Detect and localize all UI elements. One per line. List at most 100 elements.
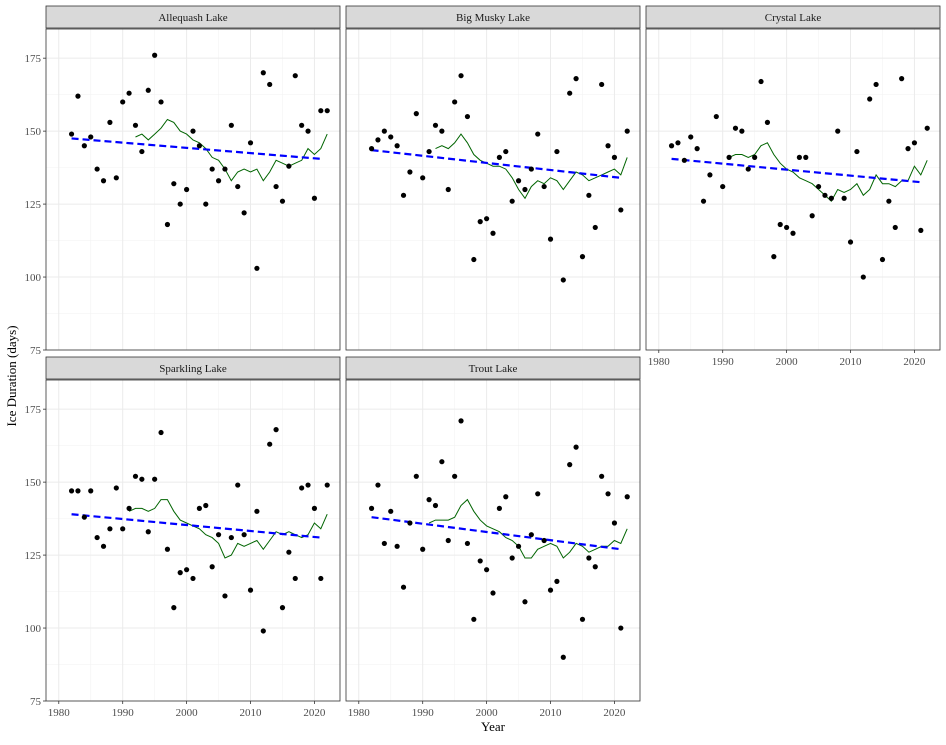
data-point xyxy=(496,505,502,511)
data-point xyxy=(611,154,618,160)
data-point xyxy=(828,195,834,201)
data-point xyxy=(126,505,132,511)
data-point xyxy=(432,502,439,509)
x-tick-label: 1980 xyxy=(348,707,371,719)
data-point xyxy=(445,537,451,544)
data-point xyxy=(707,172,713,178)
data-point xyxy=(732,125,739,131)
trend-line xyxy=(71,513,321,539)
facet-strip xyxy=(345,5,641,29)
panel-border xyxy=(45,28,341,351)
data-point xyxy=(273,427,279,433)
data-point xyxy=(573,444,579,450)
data-point xyxy=(273,183,279,190)
y-tick-label: 75 xyxy=(30,696,42,708)
data-point xyxy=(554,578,560,584)
data-point xyxy=(611,520,618,526)
data-point xyxy=(720,183,726,190)
data-point xyxy=(764,119,771,125)
panel-1: Allequash Lake 75 100 125 150 175 xyxy=(25,5,341,357)
data-point xyxy=(305,482,311,488)
data-point xyxy=(311,505,318,511)
data-point xyxy=(279,605,286,611)
data-point xyxy=(394,143,400,149)
facet-strip xyxy=(645,5,941,29)
y-tick-label: 150 xyxy=(25,126,42,138)
data-point xyxy=(841,195,847,201)
data-point xyxy=(599,473,605,479)
data-point xyxy=(88,134,94,140)
data-point xyxy=(286,549,292,555)
facet-title: Trout Lake xyxy=(469,363,518,375)
data-point xyxy=(254,508,260,514)
data-point xyxy=(177,201,183,207)
data-point xyxy=(694,146,700,152)
x-tick-label: 2020 xyxy=(603,707,626,719)
data-point xyxy=(228,534,234,541)
data-point xyxy=(452,473,458,479)
data-point xyxy=(618,207,624,213)
facet-strip xyxy=(345,356,641,380)
y-tick-label: 100 xyxy=(25,272,42,284)
data-point xyxy=(605,491,611,497)
data-point xyxy=(196,143,202,149)
data-point xyxy=(400,584,407,590)
data-point xyxy=(784,224,790,231)
data-point xyxy=(458,73,464,79)
data-point xyxy=(260,70,266,76)
data-point xyxy=(535,491,541,497)
data-point xyxy=(528,166,534,172)
panel-background xyxy=(646,29,940,350)
data-point xyxy=(203,502,209,509)
data-point xyxy=(94,534,100,541)
data-point xyxy=(822,192,828,198)
data-point xyxy=(726,154,732,160)
data-point xyxy=(899,76,905,82)
data-point xyxy=(215,532,222,538)
data-point xyxy=(368,505,375,511)
data-point xyxy=(381,540,387,547)
data-point xyxy=(400,192,407,198)
data-point xyxy=(228,122,234,128)
data-point xyxy=(911,140,918,146)
data-point xyxy=(177,570,183,576)
data-point xyxy=(522,186,528,193)
data-point xyxy=(700,198,707,204)
data-point xyxy=(605,143,611,149)
moving-average-line xyxy=(428,498,628,559)
data-point xyxy=(471,256,477,263)
data-point xyxy=(426,148,432,155)
data-point xyxy=(196,505,202,511)
x-tick-label: 1990 xyxy=(712,356,735,368)
x-tick-label: 1990 xyxy=(112,707,135,719)
data-point xyxy=(771,254,777,260)
data-point xyxy=(292,73,298,79)
data-point xyxy=(139,148,145,155)
data-point xyxy=(311,195,318,201)
data-point xyxy=(547,587,554,593)
data-point xyxy=(464,540,471,547)
y-axis-label: Ice Duration (days) xyxy=(4,325,19,426)
y-tick-label: 175 xyxy=(25,53,42,65)
data-point xyxy=(407,520,413,526)
data-point xyxy=(158,99,164,105)
data-point xyxy=(318,108,324,114)
x-tick-label: 2020 xyxy=(903,356,926,368)
data-point xyxy=(158,429,164,436)
data-point xyxy=(554,148,560,155)
panel-background xyxy=(346,380,640,701)
data-point xyxy=(215,178,222,184)
data-point xyxy=(190,128,196,134)
data-point xyxy=(235,482,241,488)
data-point xyxy=(145,87,151,93)
data-point xyxy=(107,526,113,532)
panel-background xyxy=(46,29,340,350)
data-points xyxy=(368,418,630,660)
y-tick-label: 75 xyxy=(30,345,42,357)
trend-line xyxy=(671,157,921,184)
data-point xyxy=(471,616,477,622)
panel-border xyxy=(345,28,641,351)
data-points xyxy=(668,76,930,280)
data-point xyxy=(592,224,598,231)
data-point xyxy=(299,122,305,128)
